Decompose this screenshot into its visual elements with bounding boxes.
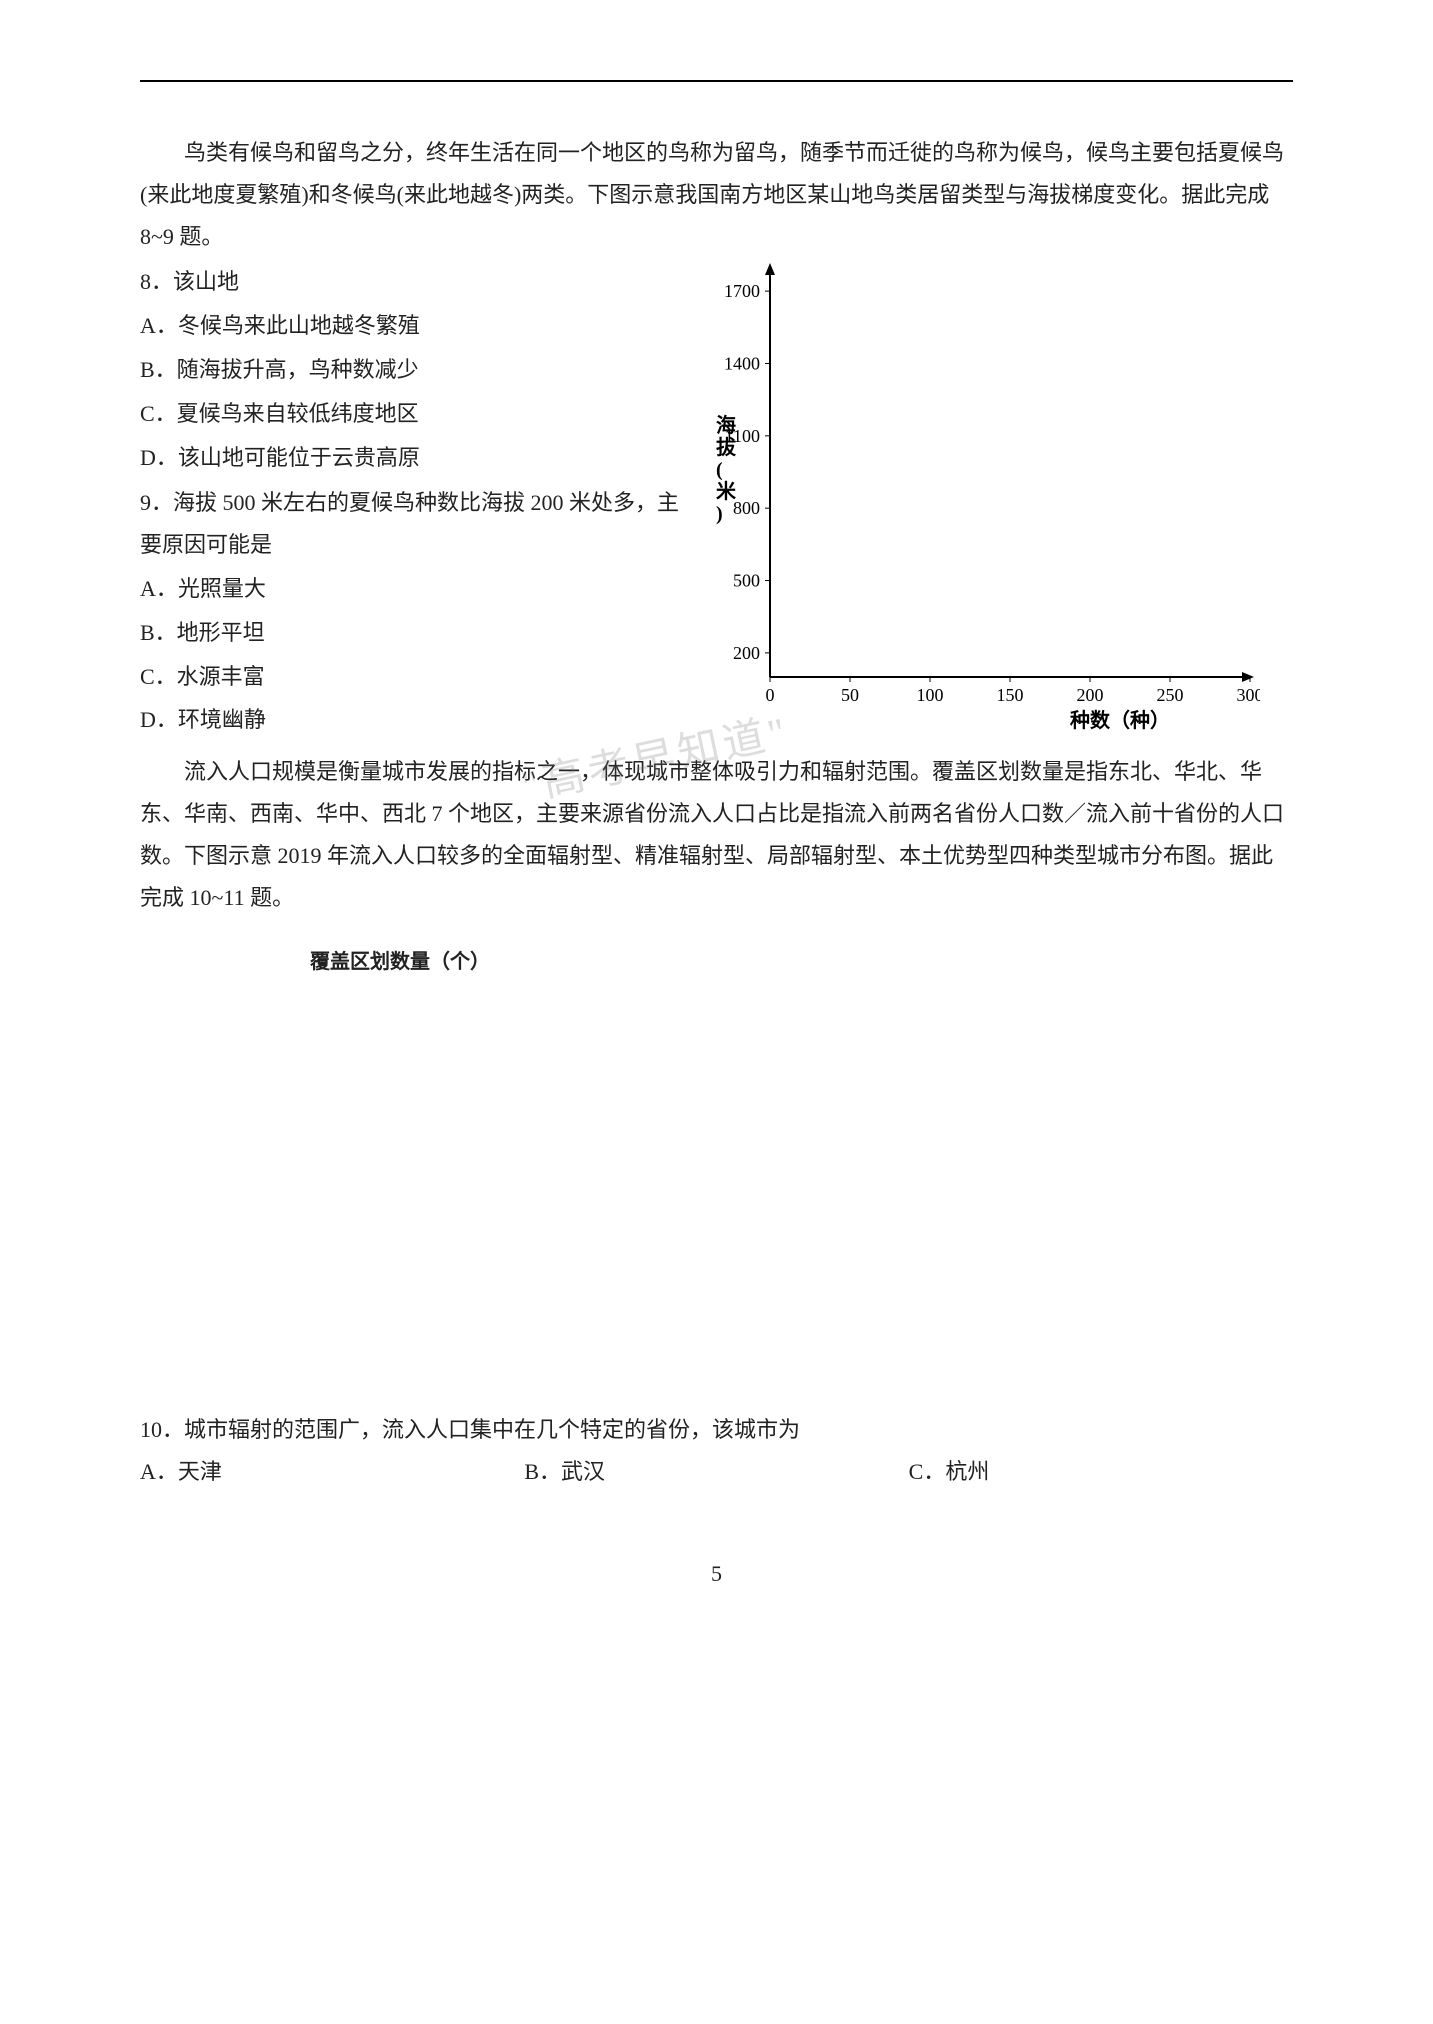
- q8-opt-d: D．该山地可能位于云贵高原: [140, 437, 680, 479]
- svg-text:100: 100: [917, 685, 944, 705]
- q9-opt-b: B．地形平坦: [140, 612, 680, 654]
- svg-text:200: 200: [1077, 685, 1104, 705]
- scatter-chart-svg: [250, 985, 1050, 1385]
- intro-paragraph-1: 鸟类有候鸟和留鸟之分，终年生活在同一个地区的鸟称为留鸟，随季节而迁徙的鸟称为候鸟…: [140, 132, 1293, 257]
- svg-text:米: 米: [716, 480, 737, 503]
- scatter-y-title: 覆盖区划数量（个）: [310, 943, 1050, 981]
- questions-left-column: 8．该山地 A．冬候鸟来此山地越冬繁殖 B．随海拔升高，鸟种数减少 C．夏候鸟来…: [140, 257, 680, 743]
- svg-text:150: 150: [997, 685, 1024, 705]
- page-number: 5: [140, 1553, 1293, 1595]
- q8-stem: 8．该山地: [140, 261, 680, 303]
- q10-opt-b: B．武汉: [524, 1451, 908, 1493]
- page-top-rule: [140, 80, 1293, 82]
- q10-options-row: A．天津 B．武汉 C．杭州: [140, 1451, 1293, 1493]
- page-content: 鸟类有候鸟和留鸟之分，终年生活在同一个地区的鸟称为留鸟，随季节而迁徙的鸟称为候鸟…: [140, 132, 1293, 1493]
- q8-opt-a: A．冬候鸟来此山地越冬繁殖: [140, 305, 680, 347]
- svg-text:种数（种）: 种数（种）: [1069, 708, 1170, 732]
- svg-text:1400: 1400: [724, 354, 760, 374]
- bird-line-chart: 200500800110014001700050100150200250300种…: [700, 257, 1293, 751]
- q10-opt-a: A．天津: [140, 1451, 524, 1493]
- svg-text:200: 200: [733, 643, 760, 663]
- line-chart-svg: 200500800110014001700050100150200250300种…: [700, 257, 1260, 737]
- q8-opt-c: C．夏候鸟来自较低纬度地区: [140, 393, 680, 435]
- svg-text:(: (: [716, 459, 723, 481]
- svg-text:0: 0: [766, 685, 775, 705]
- q8-opt-b: B．随海拔升高，鸟种数减少: [140, 349, 680, 391]
- svg-text:800: 800: [733, 499, 760, 519]
- q9-opt-a: A．光照量大: [140, 568, 680, 610]
- intro2-wrap: "高考早知道" 流入人口规模是衡量城市发展的指标之一，体现城市整体吸引力和辐射范…: [140, 751, 1293, 918]
- intro-paragraph-2: 流入人口规模是衡量城市发展的指标之一，体现城市整体吸引力和辐射范围。覆盖区划数量…: [140, 751, 1293, 918]
- svg-text:1700: 1700: [724, 282, 760, 302]
- svg-text:): ): [716, 503, 723, 525]
- svg-text:500: 500: [733, 571, 760, 591]
- q10-opt-c: C．杭州: [909, 1451, 1293, 1493]
- q9-opt-d: D．环境幽静: [140, 699, 680, 741]
- svg-text:拔: 拔: [716, 435, 737, 459]
- svg-text:海: 海: [716, 413, 736, 437]
- svg-text:50: 50: [841, 685, 859, 705]
- q10-stem: 10．城市辐射的范围广，流入人口集中在几个特定的省份，该城市为: [140, 1409, 1293, 1451]
- q9-stem: 9．海拔 500 米左右的夏候鸟种数比海拔 200 米处多，主要原因可能是: [140, 482, 680, 566]
- city-scatter-chart: 覆盖区划数量（个）: [250, 943, 1050, 1399]
- svg-text:300: 300: [1237, 685, 1261, 705]
- q9-opt-c: C．水源丰富: [140, 656, 680, 698]
- questions-8-9-block: 8．该山地 A．冬候鸟来此山地越冬繁殖 B．随海拔升高，鸟种数减少 C．夏候鸟来…: [140, 257, 1293, 751]
- svg-text:250: 250: [1157, 685, 1184, 705]
